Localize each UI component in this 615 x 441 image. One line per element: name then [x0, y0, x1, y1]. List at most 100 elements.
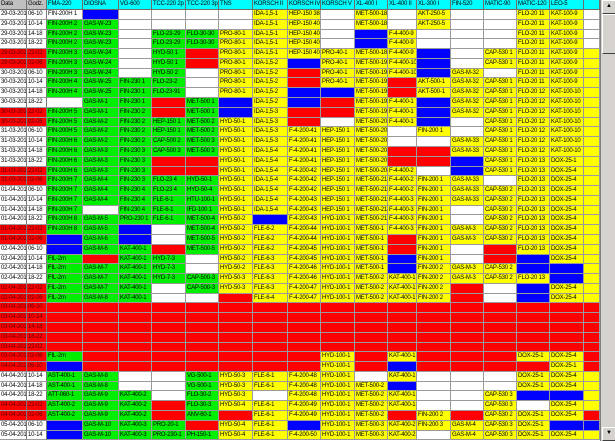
- schedule-cell[interactable]: [119, 49, 152, 59]
- schedule-cell[interactable]: [47, 430, 83, 441]
- schedule-cell[interactable]: F-4-200-43: [288, 215, 321, 226]
- schedule-cell[interactable]: FLO-20 12: [517, 98, 550, 108]
- schedule-cell[interactable]: [152, 313, 186, 323]
- schedule-cell[interactable]: FIL-2m: [47, 274, 83, 284]
- schedule-cell[interactable]: [451, 244, 484, 255]
- schedule-cell[interactable]: [417, 391, 451, 402]
- schedule-cell[interactable]: HYD-50-3: [219, 391, 253, 402]
- schedule-cell[interactable]: [186, 78, 219, 89]
- schedule-cell[interactable]: DOX-25-1: [517, 411, 550, 421]
- schedule-cell[interactable]: CAP-530 1: [484, 117, 517, 128]
- schedule-cell[interactable]: [388, 10, 417, 20]
- schedule-cell[interactable]: DOX-25-4: [550, 352, 584, 363]
- schedule-cell[interactable]: GAS-M-3: [451, 225, 484, 235]
- schedule-cell[interactable]: [550, 274, 584, 284]
- schedule-cell[interactable]: FIN-230 1: [119, 98, 152, 108]
- schedule-cell[interactable]: [186, 58, 219, 69]
- schedule-cell[interactable]: DOX-25-4: [550, 293, 584, 304]
- schedule-cell[interactable]: [288, 313, 321, 323]
- schedule-cell[interactable]: MET-500-2: [355, 274, 388, 284]
- schedule-cell[interactable]: CAP-500-3: [186, 274, 219, 284]
- schedule-cell[interactable]: [186, 362, 219, 372]
- schedule-cell[interactable]: CAP-530 1: [484, 98, 517, 108]
- schedule-cell[interactable]: FLO-23 4: [152, 186, 186, 196]
- date-cell[interactable]: 04-04-2011: [0, 411, 27, 421]
- schedule-cell[interactable]: FLO-30-3: [186, 401, 219, 412]
- schedule-cell[interactable]: HYD-50-1: [219, 176, 253, 187]
- schedule-cell[interactable]: FIN-200H 3: [47, 58, 83, 69]
- schedule-cell[interactable]: GAS-M-2: [83, 127, 119, 138]
- schedule-cell[interactable]: MET-500 1: [186, 98, 219, 108]
- schedule-cell[interactable]: HEP-150 1: [321, 156, 355, 167]
- schedule-cell[interactable]: CAP-530 2: [484, 411, 517, 421]
- schedule-cell[interactable]: FLO-20 11: [517, 78, 550, 89]
- shift-time-cell[interactable]: 06-10: [27, 362, 47, 372]
- schedule-cell[interactable]: FIN-200 2: [417, 411, 451, 421]
- schedule-cell[interactable]: GAS-M-1: [83, 107, 119, 118]
- schedule-cell[interactable]: FLE-6-3: [253, 283, 288, 294]
- schedule-cell[interactable]: GAS-M-4: [83, 195, 119, 206]
- schedule-cell[interactable]: F-4-400-3: [388, 215, 417, 226]
- schedule-cell[interactable]: HYD-50-3: [219, 274, 253, 284]
- schedule-cell[interactable]: [253, 323, 288, 333]
- schedule-cell[interactable]: FLO-20 12: [517, 88, 550, 99]
- schedule-cell[interactable]: [417, 39, 451, 50]
- schedule-cell[interactable]: MET-500 3: [186, 137, 219, 147]
- schedule-cell[interactable]: [484, 323, 517, 333]
- schedule-cell[interactable]: [321, 88, 355, 99]
- schedule-cell[interactable]: FIN-200 1: [417, 225, 451, 235]
- schedule-cell[interactable]: GAS-M-9: [83, 411, 119, 421]
- schedule-cell[interactable]: FLO-20 11: [517, 49, 550, 59]
- schedule-cell[interactable]: [152, 381, 186, 392]
- schedule-cell[interactable]: [219, 332, 253, 343]
- schedule-cell[interactable]: KAT-100-9: [550, 49, 584, 59]
- schedule-cell[interactable]: [584, 391, 600, 402]
- schedule-cell[interactable]: DOX-25-1: [550, 156, 584, 167]
- schedule-cell[interactable]: HYD-100-1: [321, 381, 355, 392]
- shift-time-cell[interactable]: 10-14: [27, 137, 47, 147]
- schedule-cell[interactable]: F-4-200-48: [288, 371, 321, 382]
- schedule-cell[interactable]: FIL-2m: [47, 293, 83, 304]
- column-header-vg-600[interactable]: VG-600: [119, 0, 152, 10]
- schedule-cell[interactable]: CAP-500 2: [152, 137, 186, 147]
- schedule-cell[interactable]: GAS-W-24: [83, 68, 119, 79]
- schedule-cell[interactable]: FIN-200H 5: [47, 107, 83, 118]
- schedule-cell[interactable]: KAT-400-1: [388, 371, 417, 382]
- schedule-cell[interactable]: FIN-230 3: [119, 146, 152, 157]
- schedule-cell[interactable]: FIN-230 2: [119, 107, 152, 118]
- date-cell[interactable]: 30-03-2011: [0, 117, 27, 128]
- schedule-cell[interactable]: [186, 293, 219, 304]
- date-cell[interactable]: 04-04-2011: [0, 362, 27, 372]
- schedule-cell[interactable]: MET-500-21: [355, 195, 388, 206]
- schedule-cell[interactable]: F-4-400-10: [388, 68, 417, 79]
- schedule-cell[interactable]: [417, 156, 451, 167]
- schedule-cell[interactable]: DOX-25-4: [550, 166, 584, 177]
- schedule-cell[interactable]: IDA-1,5-2: [253, 68, 288, 79]
- schedule-cell[interactable]: FIL-2m: [47, 352, 83, 363]
- date-cell[interactable]: 05-04-2011: [0, 420, 27, 431]
- schedule-cell[interactable]: KAT-100-10: [550, 117, 584, 128]
- shift-time-cell[interactable]: 14-18: [27, 205, 47, 216]
- schedule-cell[interactable]: HYD-100-1: [321, 283, 355, 294]
- schedule-cell[interactable]: HYD-50-1: [219, 137, 253, 147]
- schedule-cell[interactable]: PRO-80-1: [219, 29, 253, 40]
- schedule-cell[interactable]: MET-500-5: [186, 234, 219, 245]
- column-header-data[interactable]: Data: [0, 0, 27, 10]
- shift-time-cell[interactable]: 02-06: [27, 352, 47, 363]
- schedule-cell[interactable]: IDA-1,5-1: [253, 39, 288, 50]
- schedule-cell[interactable]: [388, 78, 417, 89]
- schedule-cell[interactable]: [484, 29, 517, 40]
- schedule-cell[interactable]: FIN-200H 6: [47, 166, 83, 177]
- schedule-cell[interactable]: [451, 19, 484, 30]
- schedule-cell[interactable]: KAT-400-2: [388, 420, 417, 431]
- schedule-cell[interactable]: FLO-20 12: [517, 137, 550, 147]
- schedule-cell[interactable]: [288, 88, 321, 99]
- schedule-cell[interactable]: FIN-200 1: [417, 195, 451, 206]
- schedule-cell[interactable]: [321, 19, 355, 30]
- schedule-cell[interactable]: [119, 39, 152, 50]
- schedule-cell[interactable]: [484, 39, 517, 50]
- schedule-cell[interactable]: KAT-100-9: [550, 58, 584, 69]
- schedule-cell[interactable]: F-4-400-3: [388, 205, 417, 216]
- schedule-cell[interactable]: [152, 166, 186, 177]
- schedule-cell[interactable]: [388, 19, 417, 30]
